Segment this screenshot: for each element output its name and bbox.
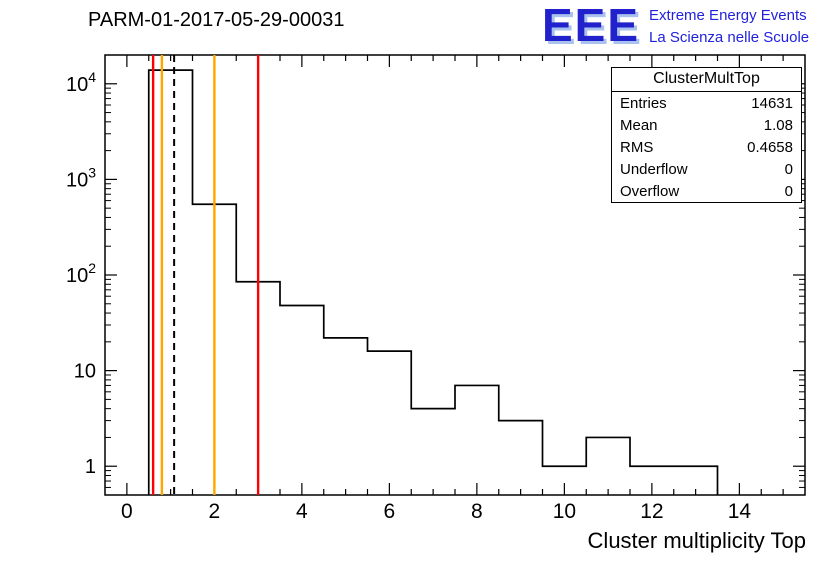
stats-box: ClusterMultTop Entries 14631 Mean 1.08 R… xyxy=(611,67,802,203)
stats-value: 0 xyxy=(784,182,793,200)
stats-row-overflow: Overflow 0 xyxy=(612,180,801,202)
stats-row-rms: RMS 0.4658 xyxy=(612,136,801,158)
eee-logo: EEE Extreme Energy Events La Scienza nel… xyxy=(542,0,809,51)
x-axis-title: Cluster multiplicity Top xyxy=(587,528,806,553)
x-tick-label: 10 xyxy=(553,500,576,523)
eee-logo-line2: La Scienza nelle Scuole xyxy=(649,28,810,46)
stats-row-mean: Mean 1.08 xyxy=(612,114,801,136)
stats-box-title: ClusterMultTop xyxy=(612,68,801,92)
histogram-step-line xyxy=(147,69,719,495)
stats-value: 0 xyxy=(784,160,793,178)
eee-logo-line1: Extreme Energy Events xyxy=(649,7,807,24)
stats-label: Overflow xyxy=(620,182,680,200)
stats-value: 1.08 xyxy=(763,116,793,134)
x-tick-label: 6 xyxy=(384,500,396,523)
y-tick-label: 102 xyxy=(66,260,96,287)
stats-row-underflow: Underflow 0 xyxy=(612,158,801,180)
stats-value: 14631 xyxy=(751,94,793,112)
x-tick-label: 14 xyxy=(728,500,752,523)
x-tick-label: 4 xyxy=(296,500,308,523)
x-tick-label: 2 xyxy=(209,500,221,523)
x-tick-label: 0 xyxy=(121,500,133,523)
y-tick-label: 103 xyxy=(66,164,96,191)
plot-title: PARM-01-2017-05-29-00031 xyxy=(88,9,345,31)
stats-label: Underflow xyxy=(620,160,688,178)
x-tick-label: 12 xyxy=(640,500,663,523)
y-tick-label: 104 xyxy=(66,69,96,96)
stats-label: Entries xyxy=(620,94,667,112)
stats-label: RMS xyxy=(620,138,654,156)
stats-value: 0.4658 xyxy=(747,138,793,156)
y-tick-label: 1 xyxy=(85,456,96,478)
eee-logo-text: Extreme Energy Events La Scienza nelle S… xyxy=(649,4,809,49)
stats-row-entries: Entries 14631 xyxy=(612,92,801,114)
eee-logo-acronym: EEE xyxy=(542,0,641,51)
x-tick-label: 8 xyxy=(471,500,483,523)
stats-label: Mean xyxy=(620,116,658,134)
y-tick-label: 10 xyxy=(74,361,96,383)
